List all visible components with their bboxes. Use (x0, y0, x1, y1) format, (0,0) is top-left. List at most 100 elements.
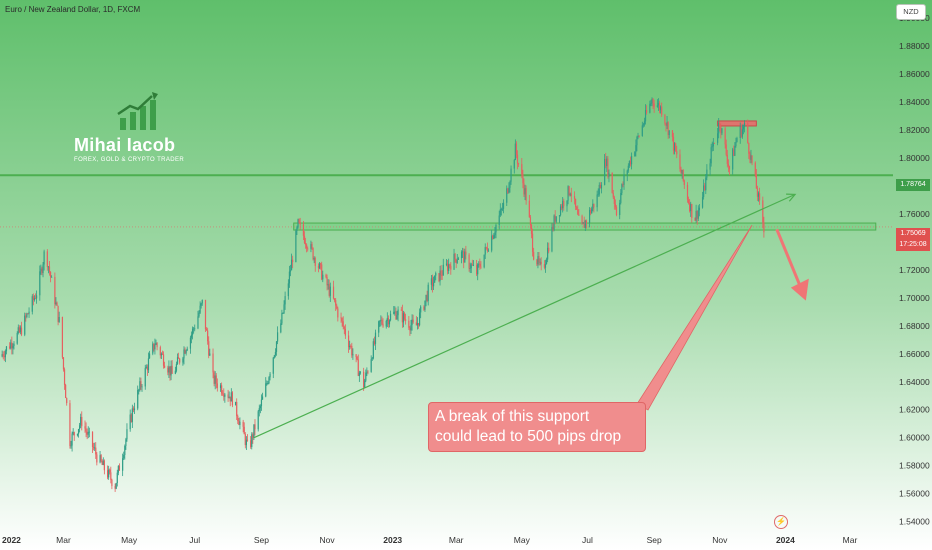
candle-body (80, 417, 82, 426)
candle-body (327, 284, 329, 286)
candle-body (76, 433, 79, 436)
candle-body (724, 128, 726, 145)
candle-body (502, 202, 505, 209)
candle-body (561, 206, 563, 209)
candle-body (219, 385, 222, 388)
callout-line-2: could lead to 500 pips drop (435, 428, 622, 445)
candle-body (711, 146, 713, 148)
candle-body (379, 320, 381, 322)
candle-body (283, 304, 285, 313)
candle-body (171, 365, 173, 374)
candle-body (735, 141, 737, 146)
candle-body (280, 323, 282, 333)
candle-body (599, 184, 601, 189)
candle-body (494, 232, 496, 236)
candle-body (207, 330, 209, 342)
candle-body (370, 359, 372, 372)
candle-body (282, 312, 284, 314)
x-tick-label: May (121, 535, 138, 545)
candle-body (48, 266, 51, 272)
candle-body (591, 208, 593, 214)
candle-body (683, 180, 685, 185)
candle-body (109, 469, 111, 473)
candle-body (303, 235, 306, 244)
candle-body (58, 317, 60, 322)
currency-selector[interactable]: NZD (896, 4, 926, 20)
candle-body (295, 230, 297, 263)
x-tick-label: Sep (647, 535, 662, 545)
candle-body (62, 357, 65, 370)
candle-body (416, 322, 419, 326)
candle-body (439, 270, 441, 282)
candle-body (123, 454, 125, 459)
candle-body (212, 353, 214, 373)
candle-body (161, 353, 164, 355)
candle-body (335, 300, 337, 306)
x-tick-label: Sep (254, 535, 269, 545)
candle-body (385, 320, 387, 327)
candle-body (42, 264, 44, 273)
x-tick-label: 2022 (2, 535, 21, 545)
candle-body (110, 472, 112, 480)
candle-body (343, 326, 345, 329)
candle-body (426, 294, 428, 301)
candle-body (272, 357, 274, 374)
candle-body (638, 135, 640, 137)
candle-body (54, 276, 56, 305)
candle-body (583, 222, 585, 228)
candle-body (691, 204, 693, 218)
candle-body (588, 209, 591, 223)
symbol-title[interactable]: Euro / New Zealand Dollar, 1D, FXCM (5, 5, 141, 14)
candle-body (111, 479, 113, 487)
candle-body (555, 216, 557, 222)
candle-body (174, 370, 176, 374)
candle-body (405, 319, 407, 321)
candle-body (537, 256, 539, 265)
candle-body (721, 128, 723, 134)
candle-body (176, 357, 179, 364)
candle-body (517, 163, 520, 165)
annotation-callout: A break of this support could lead to 50… (428, 402, 646, 452)
candle-body (600, 184, 603, 189)
candle-body (156, 343, 158, 348)
candle-body (322, 274, 324, 280)
candle-body (477, 264, 479, 275)
candle-body (440, 270, 442, 276)
candle-body (430, 278, 433, 285)
y-tick-label: 1.68000 (899, 321, 930, 331)
candle-body (2, 354, 4, 357)
candle-body (614, 204, 617, 208)
candle-body (562, 200, 564, 209)
candles-layer (1, 97, 765, 492)
candle-body (411, 319, 413, 325)
candle-body (91, 431, 94, 447)
candle-body (697, 210, 699, 219)
candle-body (622, 184, 624, 185)
y-tick-label: 1.72000 (899, 265, 930, 275)
candle-body (230, 392, 232, 402)
candle-body (179, 358, 181, 363)
candle-body (667, 122, 669, 136)
candle-body (750, 155, 752, 160)
candle-body (238, 421, 240, 425)
candle-body (493, 235, 495, 239)
candle-body (446, 263, 449, 271)
candle-body (487, 250, 490, 252)
candle-body (326, 277, 328, 286)
x-axis[interactable]: 2022 Mar May Jul Sep Nov 2023 Mar May Jul Sep Nov 20… (2, 535, 857, 545)
candle-body (441, 275, 443, 277)
candle-body (676, 151, 678, 155)
candle-body (420, 306, 422, 313)
candle-body (547, 247, 549, 260)
candle-body (40, 268, 42, 272)
candle-body (312, 248, 314, 260)
lightning-icon[interactable]: ⚡ (774, 515, 788, 529)
candle-body (417, 322, 420, 326)
candle-body (545, 259, 548, 265)
candle-body (246, 439, 249, 441)
candle-body (356, 356, 358, 360)
y-tick-label: 1.70000 (899, 293, 930, 303)
watermark: Mihai Iacob FOREX, GOLD & CRYPTO TRADER (74, 92, 204, 172)
candle-body (70, 445, 72, 447)
